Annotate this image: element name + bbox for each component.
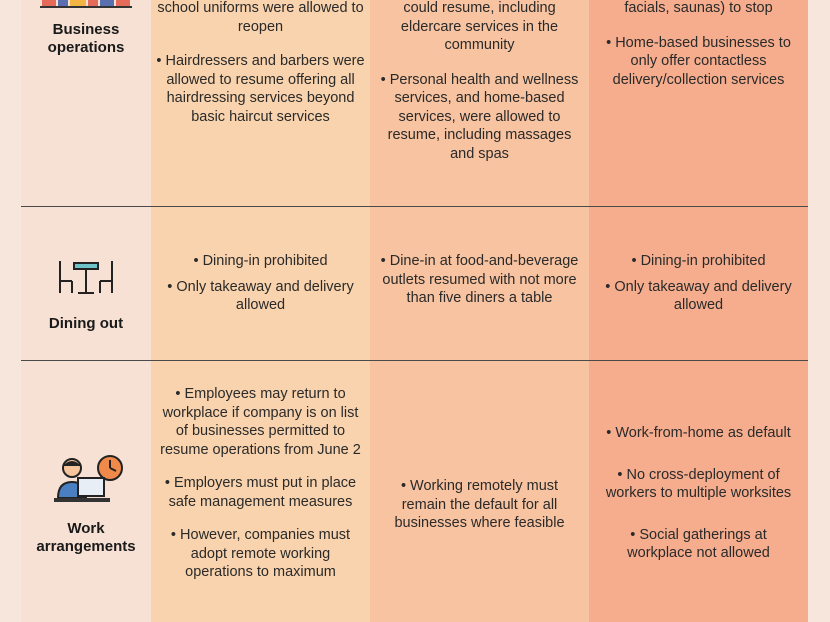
cell-text: • Only takeaway and delivery allowed: [605, 278, 792, 314]
row-label-dining: Dining out: [48, 315, 124, 332]
cell-text: • Only takeaway and delivery allowed: [167, 278, 354, 314]
cell-text: • Personal health and wellness services,…: [380, 71, 579, 162]
dining-phase1-cell: • Dining-in prohibited • Only takeaway a…: [156, 252, 365, 327]
cell-text: • Employers must put in place safe manag…: [164, 475, 357, 510]
business-phase1-cell: school uniforms were allowed to reopen •…: [156, 0, 365, 138]
row-divider: [21, 206, 808, 207]
cell-text: • Social gatherings at workplace not all…: [627, 526, 770, 562]
cell-text: • Dine-in at food-and-beverage outlets r…: [380, 253, 579, 306]
work-phase2-cell: • Working remotely must remain the defau…: [380, 477, 579, 545]
cell-text: • Employees may return to workplace if c…: [160, 386, 361, 458]
cell-text: • Dining-in prohibited: [193, 253, 328, 269]
cell-text: • No cross-deployment of workers to mult…: [605, 466, 792, 502]
cell-text: • Dining-in prohibited: [631, 253, 766, 269]
dining-table-icon: [59, 261, 113, 294]
cell-text: • Working remotely must remain the defau…: [394, 478, 565, 531]
phase3-column: [589, 0, 808, 622]
phase1-column: [151, 0, 370, 622]
business-phase3-cell: facials, saunas) to stop • Home-based bu…: [599, 0, 798, 101]
cell-text: • Home-based businesses to only offer co…: [606, 34, 791, 88]
person-at-computer-clock-icon: [54, 455, 123, 502]
cell-text: school uniforms were allowed to reopen: [157, 0, 364, 35]
work-phase1-cell: • Employees may return to workplace if c…: [156, 385, 365, 594]
cell-text: • Hairdressers and barbers were allowed …: [156, 53, 365, 125]
shop-shelves-icon: [40, 0, 132, 8]
work-phase3-cell: • Work-from-home as default • No cross-d…: [599, 424, 798, 575]
cell-text: • Work-from-home as default: [606, 425, 791, 441]
phase2-column: [370, 0, 589, 622]
cell-text: could resume, including eldercare servic…: [400, 0, 559, 53]
cell-text: facials, saunas) to stop: [624, 0, 773, 16]
dining-phase3-cell: • Dining-in prohibited • Only takeaway a…: [599, 252, 798, 327]
business-phase2-cell: could resume, including eldercare servic…: [380, 0, 579, 175]
cell-text: • However, companies must adopt remote w…: [170, 527, 351, 580]
row-divider: [21, 360, 808, 361]
label-column: [21, 0, 151, 622]
row-label-work: Work arrangements: [36, 520, 136, 555]
dining-phase2-cell: • Dine-in at food-and-beverage outlets r…: [380, 252, 579, 320]
row-label-business: Business operations: [47, 21, 125, 56]
